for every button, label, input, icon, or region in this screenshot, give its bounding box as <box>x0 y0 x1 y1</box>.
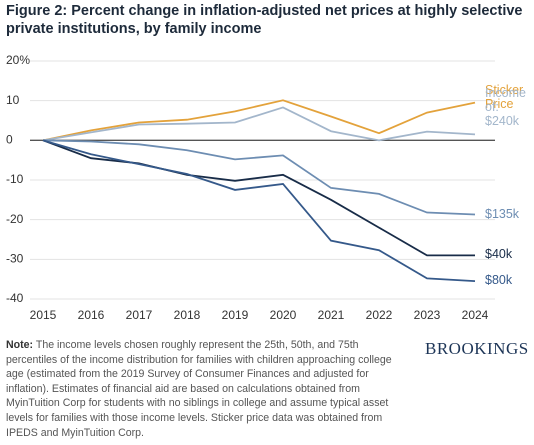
series-label-wrap: $80k <box>485 273 531 287</box>
series-line <box>42 106 476 142</box>
y-tick-label: -10 <box>6 172 24 186</box>
x-tick-label: 2022 <box>366 308 393 322</box>
note-label: Note: <box>6 339 34 351</box>
x-tick-label: 2018 <box>174 308 201 322</box>
x-tick-label: 2019 <box>222 308 249 322</box>
source-logo: BROOKINGS <box>425 339 529 358</box>
x-tick-label: 2021 <box>318 308 345 322</box>
y-tick-label: 10 <box>6 93 20 107</box>
series-line <box>42 139 475 257</box>
chart-title: Figure 2: Percent change in inflation-ad… <box>6 3 523 37</box>
x-tick-label: 2015 <box>30 308 57 322</box>
series-label-wrap: $135k <box>485 207 531 221</box>
series-label-wrap: $40k <box>485 247 531 261</box>
y-tick-label: -40 <box>6 291 24 305</box>
series-label-box: $80k <box>485 273 531 287</box>
x-tick-label: 2024 <box>462 308 489 322</box>
y-tick-label: -30 <box>6 252 24 266</box>
series-line <box>42 139 476 216</box>
series-label-box: Sticker Price <box>485 83 531 111</box>
x-tick-label: 2017 <box>126 308 153 322</box>
series-label: Sticker Price <box>485 82 524 111</box>
x-tick-label: 2023 <box>414 308 441 322</box>
y-tick-label: 0 <box>6 133 13 147</box>
x-tick-label: 2020 <box>270 308 297 322</box>
series-label: $80k <box>485 273 513 288</box>
series-label-wrap: Sticker Price <box>485 83 531 111</box>
series-label: $135k <box>485 206 520 221</box>
y-tick-label: 20% <box>6 53 30 67</box>
series-label-box: $40k <box>485 247 531 261</box>
series-label-box: $135k <box>485 207 531 221</box>
series-label-box: Income of:$240k <box>485 86 531 128</box>
series-line <box>42 139 476 283</box>
note-text: The income levels chosen roughly represe… <box>6 339 392 439</box>
series-label: $240k <box>485 114 520 129</box>
x-tick-label: 2016 <box>78 308 105 322</box>
label-annotation: Income of: <box>485 86 526 115</box>
series-line <box>42 99 476 142</box>
note: Note: The income levels chosen roughly r… <box>6 338 406 440</box>
series-label-wrap: Income of: $240k <box>485 86 531 128</box>
y-tick-label: -20 <box>6 212 24 226</box>
chart: 20% 10 0 -10 -20 -30 -40 2015 2016 2017 2018 2019 20… <box>6 53 531 322</box>
series-label: $40k <box>485 247 513 262</box>
